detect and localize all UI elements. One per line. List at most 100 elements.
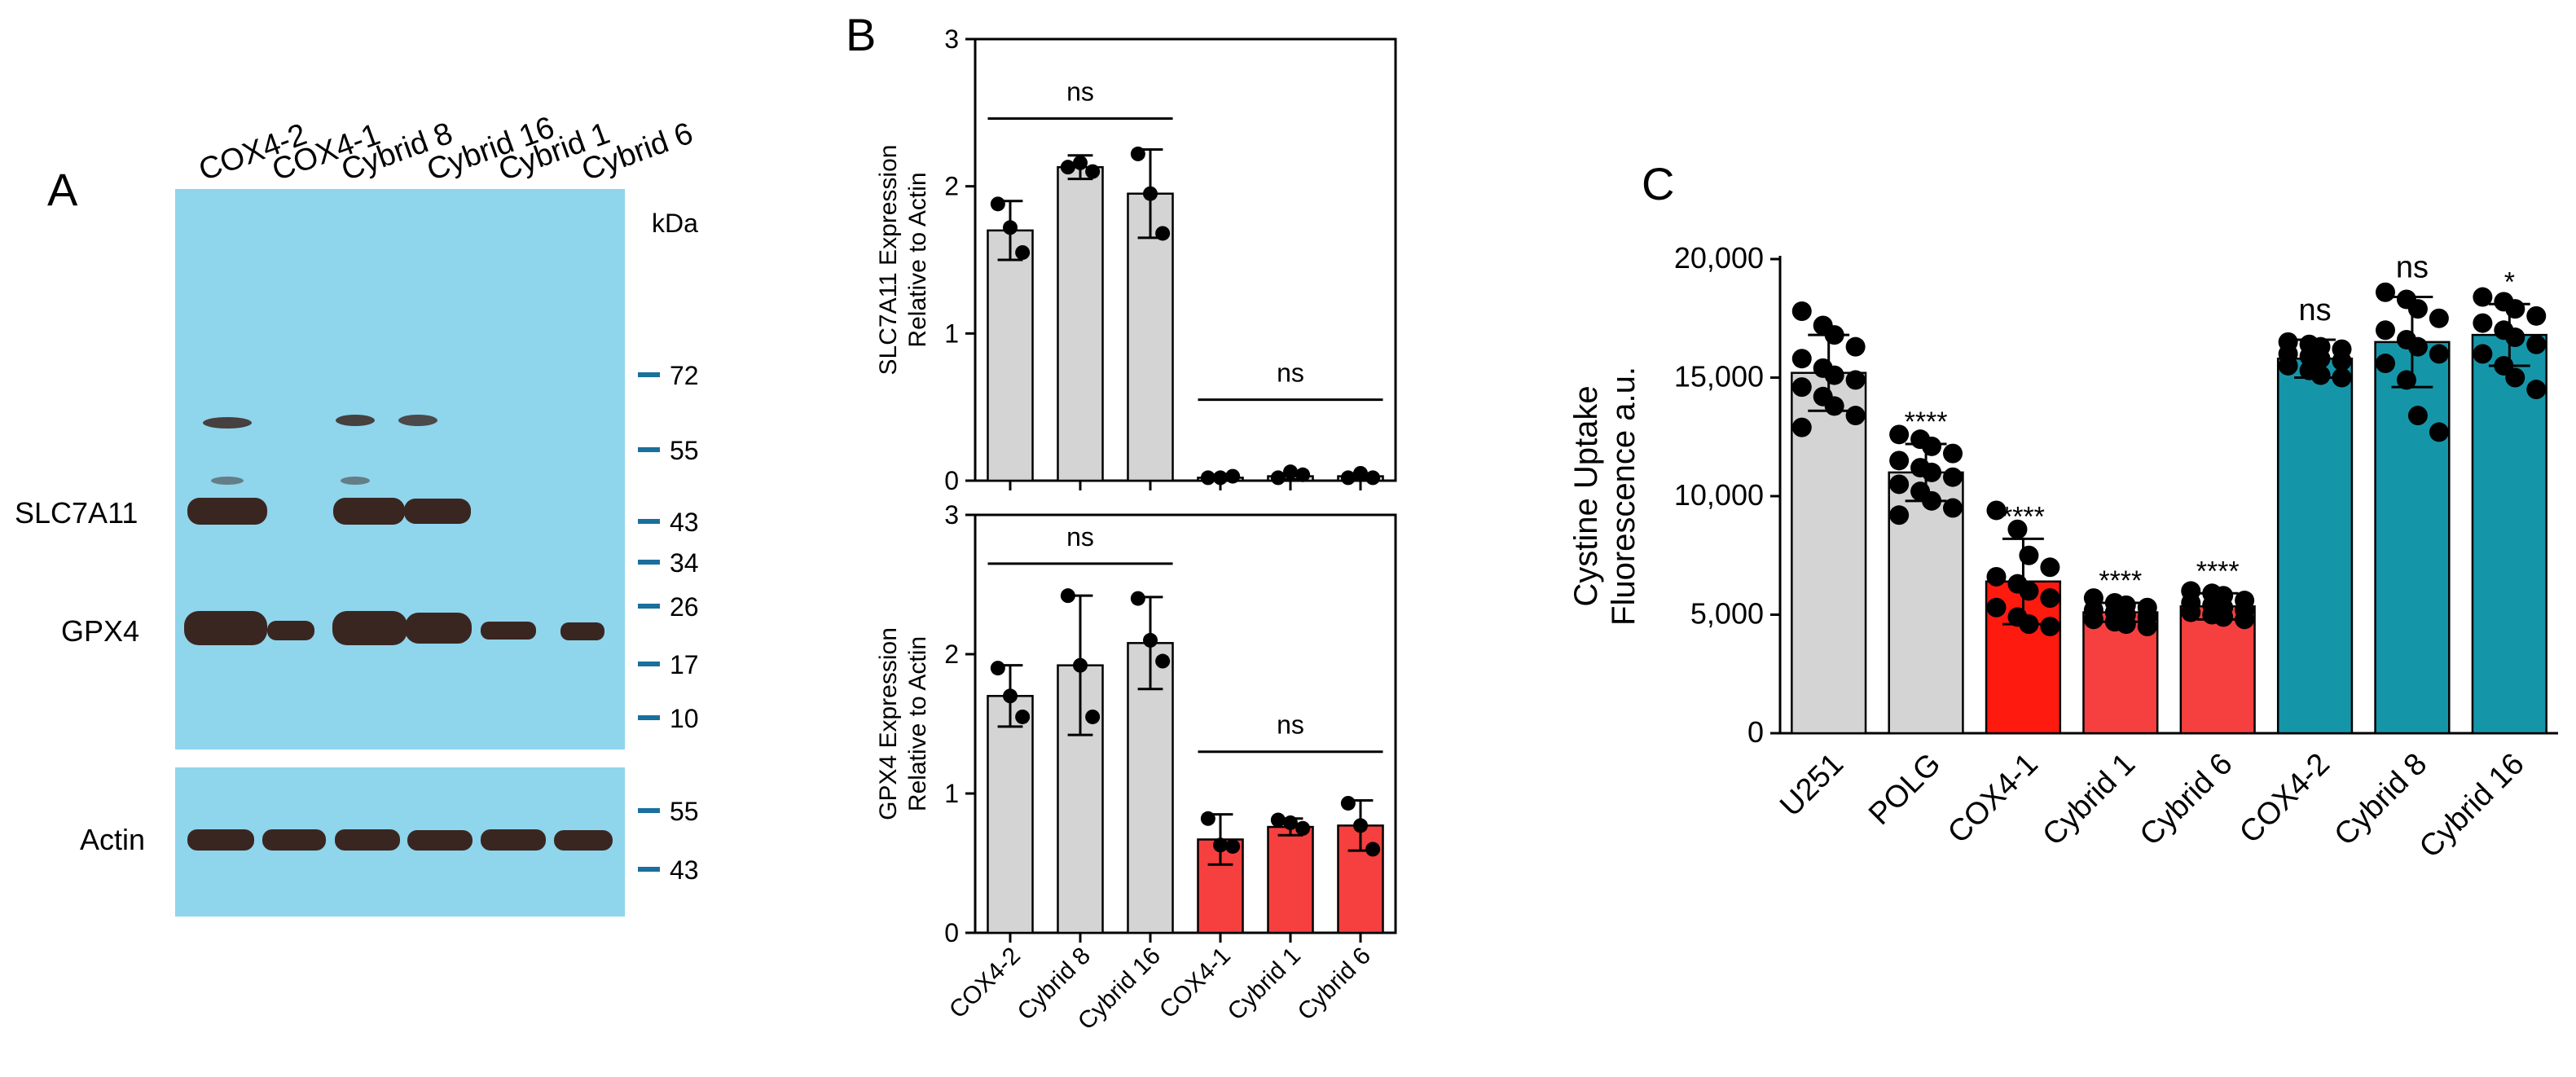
significance-label: ns xyxy=(1066,522,1094,552)
data-point xyxy=(2235,609,2255,630)
kda-markers-main: 72 55 43 34 26 17 10 xyxy=(638,361,699,733)
data-point xyxy=(1845,406,1866,426)
data-point xyxy=(2375,320,2395,341)
kda-marker: 55 xyxy=(670,436,699,465)
significance-label: ns xyxy=(2396,251,2429,285)
data-point xyxy=(1943,467,1963,487)
data-point xyxy=(1791,377,1812,398)
blot-lane-labels: COX4-2 COX4-1 Cybrid 8 Cybrid 16 Cybrid … xyxy=(195,110,697,187)
blot-row-label-actin: Actin xyxy=(80,823,145,856)
y-axis-label: Cystine Uptake xyxy=(1568,385,1604,606)
data-point xyxy=(1295,467,1311,482)
y-axis-label: Fluorescence a.u. xyxy=(1606,367,1642,626)
data-point xyxy=(1791,349,1812,369)
data-point xyxy=(1943,498,1963,518)
data-point xyxy=(2473,287,2493,307)
data-point xyxy=(2429,308,2449,328)
kda-marker: 34 xyxy=(670,548,699,578)
bar xyxy=(987,695,1034,934)
kda-marker: 10 xyxy=(670,704,699,733)
data-point xyxy=(1130,591,1145,606)
data-point xyxy=(2116,614,2136,635)
data-point xyxy=(1270,812,1286,828)
data-point xyxy=(2375,282,2395,302)
blot-band-actin xyxy=(554,830,613,851)
data-point xyxy=(1824,365,1844,385)
data-point xyxy=(1200,470,1215,486)
kda-markers-actin: 55 43 xyxy=(638,797,699,885)
data-point xyxy=(2526,334,2547,354)
panel-a-letter: A xyxy=(47,164,78,215)
y-tick-label: 1 xyxy=(944,319,959,348)
chart-gpx4: 0 1 2 3 GPX4 Expression Relative to Actin COX4… xyxy=(875,500,1397,1035)
bar xyxy=(1267,825,1314,934)
data-point xyxy=(2526,380,2547,400)
data-point xyxy=(1365,470,1381,486)
data-point xyxy=(1155,226,1171,241)
significance-label: * xyxy=(2504,266,2515,297)
data-point xyxy=(2040,588,2060,609)
data-point xyxy=(1986,500,2007,521)
data-point xyxy=(1085,709,1101,724)
x-tick-label: COX4-2 xyxy=(944,943,1026,1024)
data-point xyxy=(1889,451,1910,471)
blot-film-main xyxy=(175,189,625,750)
data-point xyxy=(1015,244,1031,260)
data-point xyxy=(2040,557,2060,578)
blot-row-label-gpx4: GPX4 xyxy=(61,614,139,648)
data-point xyxy=(1845,370,1866,390)
data-point xyxy=(1365,842,1381,857)
y-tick-label: 2 xyxy=(944,640,959,669)
data-point xyxy=(2505,327,2525,348)
data-point xyxy=(1213,470,1228,486)
data-point xyxy=(1073,155,1088,170)
data-point xyxy=(1015,709,1031,724)
data-point xyxy=(2040,617,2060,637)
blot-band-actin xyxy=(187,829,254,851)
blot-band xyxy=(398,415,437,426)
data-point xyxy=(2505,367,2525,388)
data-point xyxy=(1283,815,1298,830)
data-point xyxy=(2505,299,2525,319)
significance-label: ns xyxy=(2298,293,2331,327)
y-tick-label: 10,000 xyxy=(1674,478,1764,512)
data-point xyxy=(1225,468,1241,484)
data-point xyxy=(1200,811,1215,826)
plot-frame xyxy=(974,513,1397,934)
data-point xyxy=(2019,614,2039,635)
x-tick-label: Cybrid 6 xyxy=(2134,747,2240,853)
y-tick-label: 3 xyxy=(944,24,959,54)
x-tick-label: Cybrid 16 xyxy=(2413,747,2531,865)
data-point xyxy=(990,661,1005,676)
y-tick-label: 1 xyxy=(944,779,959,808)
y-tick-label: 0 xyxy=(944,918,959,947)
data-point xyxy=(1270,470,1286,486)
bar xyxy=(1127,192,1174,482)
bar xyxy=(1197,838,1244,934)
data-point xyxy=(2007,519,2028,539)
data-point xyxy=(2019,581,2039,601)
blot-band-gpx4 xyxy=(560,622,604,640)
blot-band-actin xyxy=(262,829,326,851)
data-point xyxy=(2310,365,2331,385)
kda-marker: 17 xyxy=(670,650,699,679)
data-point xyxy=(1130,146,1145,161)
data-point xyxy=(1922,490,1942,511)
y-axis-label: GPX4 Expression xyxy=(875,627,902,820)
chart-slc7a11: 0 1 2 3 SLC7A11 Expression Relative to Actin n… xyxy=(875,24,1397,495)
significance-label: **** xyxy=(2099,565,2142,596)
y-axis-label: Relative to Actin xyxy=(904,636,931,811)
x-tick-label: COX4-1 xyxy=(1941,747,2045,851)
blot-band xyxy=(203,417,252,429)
kda-title: kDa xyxy=(652,209,698,238)
panel-c-letter: C xyxy=(1642,158,1674,209)
bar xyxy=(2276,357,2354,735)
data-point xyxy=(1225,838,1241,854)
kda-marker: 43 xyxy=(670,855,699,885)
data-point xyxy=(1143,632,1158,648)
data-point xyxy=(2407,406,2428,426)
x-tick-label: U251 xyxy=(1774,747,1850,824)
significance-label: ns xyxy=(1277,358,1304,388)
panel-b-letter: B xyxy=(846,9,876,60)
y-tick-label: 20,000 xyxy=(1674,241,1764,275)
